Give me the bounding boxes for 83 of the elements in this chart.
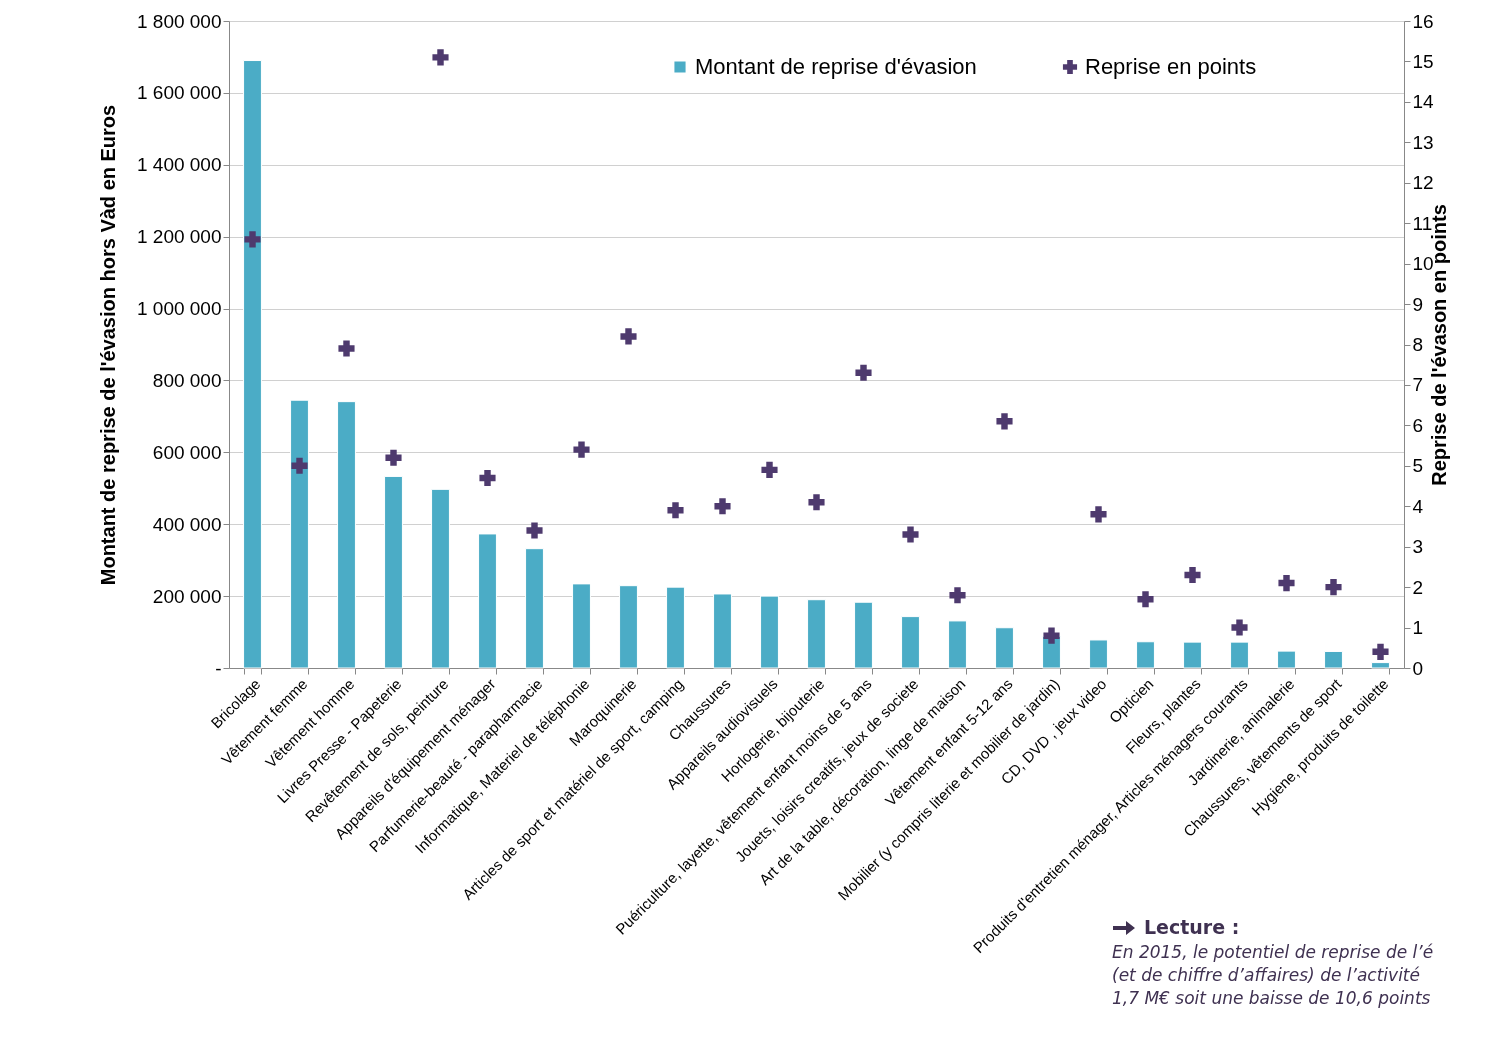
point	[385, 449, 402, 466]
y-tick-label: 200 000	[152, 585, 222, 607]
y2-tick-label: 15	[1412, 50, 1434, 72]
y-tick-label: 1 600 000	[136, 82, 222, 104]
bar	[1136, 641, 1155, 669]
point	[526, 522, 543, 539]
y2-tick-label: 0	[1412, 657, 1424, 679]
point	[244, 231, 261, 248]
point	[761, 461, 778, 478]
bar	[666, 586, 685, 669]
bar	[995, 627, 1014, 669]
bar	[854, 601, 873, 669]
point	[667, 502, 684, 519]
y-axis-title: Montant de reprise de l'évasion hors Vàd en Euros	[96, 104, 119, 586]
bar	[478, 533, 497, 669]
bar	[572, 583, 591, 669]
point	[620, 328, 637, 345]
bar	[807, 599, 826, 669]
bar	[760, 595, 779, 669]
bar	[1183, 641, 1202, 669]
bar	[948, 620, 967, 669]
y-tick-label: 1 800 000	[136, 10, 222, 32]
y2-tick-label: 12	[1412, 172, 1434, 194]
point	[432, 49, 449, 66]
bar	[713, 593, 732, 669]
y2-tick-label: 5	[1412, 455, 1424, 477]
point	[949, 587, 966, 604]
point	[808, 494, 825, 511]
y-tick-label: 400 000	[152, 513, 222, 535]
y2-tick-label: 13	[1412, 131, 1434, 153]
y-tick-label: 1 400 000	[136, 154, 222, 176]
point	[1137, 591, 1154, 608]
point	[1278, 575, 1295, 592]
bar	[384, 475, 403, 669]
point	[996, 413, 1013, 430]
y-tick-label: 1 000 000	[136, 298, 222, 320]
point	[1043, 627, 1060, 644]
bar	[243, 60, 262, 669]
point	[855, 364, 872, 381]
point	[291, 457, 308, 474]
y2-tick-label: 7	[1412, 374, 1424, 396]
point	[902, 526, 919, 543]
text: Lecture :	[1144, 915, 1240, 940]
bar	[1277, 650, 1296, 669]
y2-tick-label: 4	[1412, 495, 1424, 517]
y2-tick-label: 8	[1412, 334, 1424, 355]
point	[1184, 566, 1201, 584]
point	[1090, 506, 1107, 523]
y2-tick-label: 1	[1412, 617, 1424, 639]
y2-tick-label: 9	[1412, 293, 1424, 315]
legend-label: Reprise en points	[1085, 54, 1257, 79]
y-tick-label: 800 000	[152, 369, 222, 391]
point	[573, 441, 590, 458]
y2-tick-label: 11	[1412, 212, 1433, 234]
y-tick-label: 1 200 000	[136, 226, 222, 248]
text: 1,7 M€ soit une baisse de 10,6 points	[1112, 986, 1432, 1010]
text: En 2015, le potentiel de reprise de l’é	[1112, 940, 1434, 964]
y2-tick-label: 10	[1412, 253, 1434, 275]
bar	[1324, 650, 1343, 669]
point	[479, 469, 496, 487]
bar	[290, 399, 309, 669]
point	[714, 498, 731, 515]
y2-tick-label: 2	[1412, 576, 1424, 598]
y2-tick-label: 14	[1412, 91, 1435, 113]
point	[1231, 619, 1248, 636]
y-tick-label: -	[215, 657, 222, 679]
bar	[431, 488, 450, 669]
y2-tick-label: 16	[1412, 10, 1434, 32]
y2-tick-label: 6	[1412, 414, 1424, 436]
text: (et de chiffre d’affaires) de l’activité	[1112, 963, 1421, 987]
y2-tick-label: 3	[1412, 536, 1424, 558]
bar	[1230, 641, 1249, 669]
bar	[619, 585, 638, 669]
point	[338, 340, 355, 357]
point	[1372, 643, 1389, 660]
bar	[901, 616, 920, 669]
bar	[337, 401, 356, 669]
point	[1325, 579, 1342, 596]
y-tick-label: 600 000	[152, 441, 222, 463]
bar	[525, 548, 544, 669]
bar	[1371, 662, 1390, 669]
legend-label: Montant de reprise d'évasion	[695, 54, 977, 79]
bar	[1089, 639, 1108, 669]
